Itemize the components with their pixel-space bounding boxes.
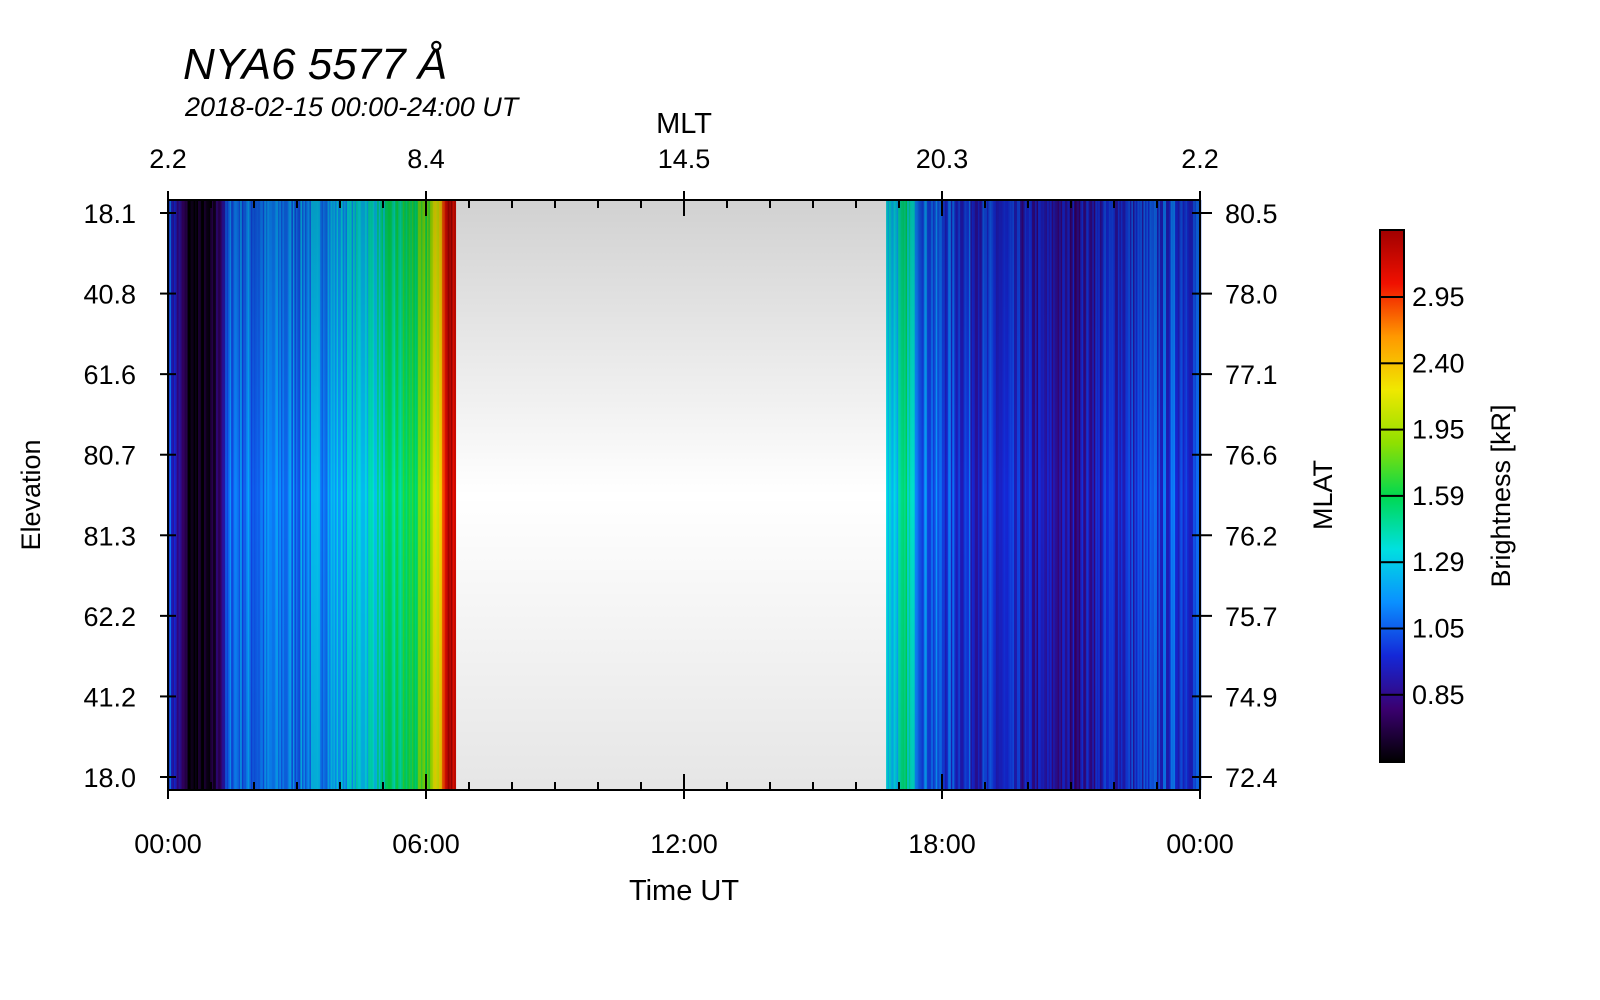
colorbar-tick-label: 2.95 [1412, 282, 1465, 312]
y-left-tick-label: 61.6 [83, 360, 136, 390]
x-axis-label: Time UT [629, 875, 739, 907]
y-right-tick-label: 76.6 [1225, 441, 1278, 471]
y-right-axis-label: MLAT [1308, 460, 1338, 530]
colorbar-tick-label: 2.40 [1412, 348, 1465, 378]
tick-labels: 00:00 06:00 12:00 18:00 00:00 2.2 8.4 14.5 20.3 2… [83, 144, 1277, 859]
colorbar-tick-label: 0.85 [1412, 680, 1465, 710]
y-left-tick-label: 80.7 [83, 441, 136, 471]
y-left-tick-label: 18.0 [83, 763, 136, 793]
y-right-tick-label: 72.4 [1225, 763, 1278, 793]
colorbar-tick-label: 1.29 [1412, 547, 1465, 577]
y-right-tick-label: 76.2 [1225, 521, 1278, 551]
x-top-tick-label: 2.2 [1181, 144, 1219, 174]
x-tick-label: 00:00 [134, 829, 202, 859]
colorbar: 2.95 2.40 1.95 1.59 1.29 1.05 0.85 Brightness … [1379, 229, 1516, 763]
colorbar-ticks: 2.95 2.40 1.95 1.59 1.29 1.05 0.85 [1380, 282, 1465, 710]
x-top-tick-label: 8.4 [407, 144, 445, 174]
y-right-tick-label: 75.7 [1225, 602, 1278, 632]
x-top-tick-label: 2.2 [149, 144, 187, 174]
y-left-tick-label: 62.2 [83, 602, 136, 632]
x-tick-label: 12:00 [650, 829, 718, 859]
x-tick-label: 18:00 [908, 829, 976, 859]
y-right-tick-label: 77.1 [1225, 360, 1278, 390]
colorbar-tick-label: 1.59 [1412, 481, 1465, 511]
y-left-tick-label: 81.3 [83, 521, 136, 551]
axis-ticks [160, 191, 1212, 799]
y-left-axis-label: Elevation [16, 439, 46, 550]
x-tick-label: 00:00 [1166, 829, 1234, 859]
x-top-tick-label: 14.5 [658, 144, 711, 174]
x-top-tick-label: 20.3 [916, 144, 969, 174]
chart-title: NYA6 5577 Å [183, 40, 448, 89]
chart-subtitle: 2018-02-15 00:00-24:00 UT [185, 92, 519, 122]
plot-area [167, 199, 1202, 791]
y-left-tick-label: 18.1 [83, 199, 136, 229]
y-right-tick-label: 78.0 [1225, 280, 1278, 310]
colorbar-label: Brightness [kR] [1486, 404, 1516, 587]
y-right-tick-label: 74.9 [1225, 682, 1278, 712]
y-right-tick-label: 80.5 [1225, 199, 1278, 229]
colorbar-tick-label: 1.95 [1412, 415, 1465, 445]
y-left-tick-label: 41.2 [83, 682, 136, 712]
colorbar-tick-label: 1.05 [1412, 614, 1465, 644]
x-top-axis-label: MLT [656, 108, 712, 140]
x-tick-label: 06:00 [392, 829, 460, 859]
vertical-shading [168, 200, 1200, 790]
y-left-tick-label: 40.8 [83, 280, 136, 310]
